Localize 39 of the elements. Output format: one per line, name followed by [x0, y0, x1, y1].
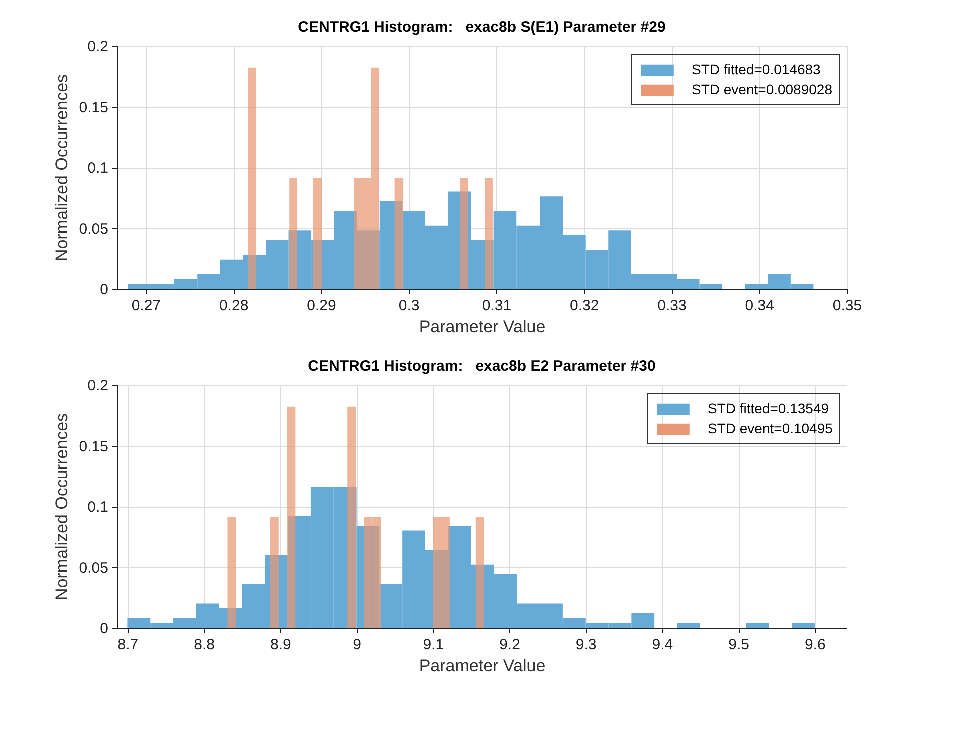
x-tick-label: 0.3 — [398, 298, 420, 314]
y-tick-label: 0.05 — [79, 560, 108, 577]
y-tick-label: 0.05 — [79, 220, 108, 238]
x-tick-label: 0.35 — [832, 298, 862, 314]
y-tick-label: 0 — [100, 282, 108, 298]
x-tick-label: 0.33 — [658, 298, 687, 314]
chart-title: CENTRG1 Histogram: exac8b S(E1) Parameter #29 — [298, 19, 666, 36]
text: STD event=0.0089028 — [692, 82, 832, 98]
x-tick-label: 0.32 — [570, 298, 600, 314]
x-tick-label: 0.29 — [307, 298, 336, 314]
y-tick-label: 0.2 — [88, 378, 108, 394]
x-tick-label: 9.3 — [576, 636, 597, 654]
x-tick-label: 9.1 — [423, 636, 444, 654]
y-tick-label: 0.15 — [79, 99, 108, 116]
x-tick-label: 9.5 — [728, 636, 750, 654]
y-tick-label: 0.1 — [88, 499, 108, 516]
x-tick-label: 8.9 — [270, 636, 292, 654]
x-tick-label: 8.7 — [118, 636, 139, 654]
legend-label: STD event=0.10495 — [708, 420, 834, 436]
x-axis-title: Parameter Value — [419, 318, 546, 336]
legend-label: STD fitted=0.13549 — [708, 400, 830, 416]
x-tick-label: 9.2 — [500, 636, 520, 654]
y-tick-label: 0.15 — [79, 438, 108, 456]
text: STD fitted=0.014683 — [692, 62, 821, 78]
x-tick-label: 8.8 — [194, 636, 215, 654]
y-tick-label: 0 — [100, 620, 108, 638]
x-tick-label: 0.28 — [219, 298, 249, 314]
chart-title: CENTRG1 Histogram: exac8b E2 Parameter #30 — [308, 358, 656, 375]
y-tick-label: 0.2 — [88, 38, 108, 56]
x-axis-title: Parameter Value — [419, 656, 546, 676]
x-tick-label: 0.34 — [745, 298, 774, 314]
y-tick-label: 0.1 — [88, 160, 108, 177]
y-axis-title: Normalized Occurrences — [52, 74, 72, 262]
x-tick-label: 9 — [353, 636, 362, 654]
x-tick-label: 0.27 — [132, 298, 162, 314]
x-tick-label: 9.4 — [652, 636, 674, 654]
y-axis-title: Normalized Occurrences — [52, 413, 72, 601]
x-tick-label: 0.31 — [482, 298, 512, 314]
x-tick-label: 9.6 — [805, 636, 826, 654]
